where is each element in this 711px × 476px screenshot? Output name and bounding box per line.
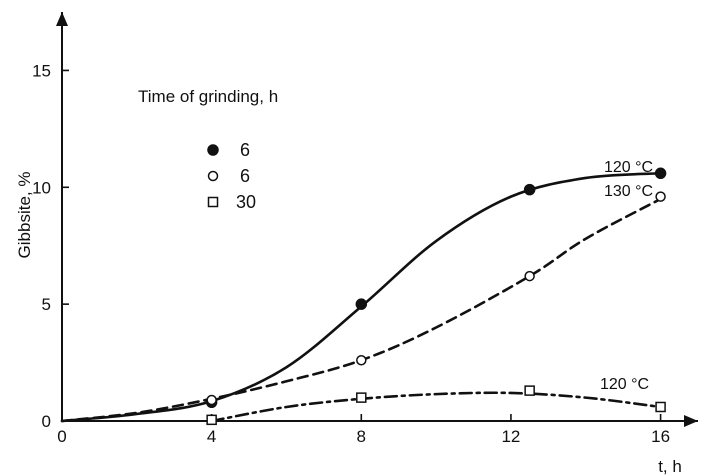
axes: 0 4 8 12 16 0 5 10 15 xyxy=(32,12,698,446)
y-tick-label: 0 xyxy=(42,412,51,431)
curve-label-1: 120 °C xyxy=(604,159,653,176)
series-1-point xyxy=(523,183,536,196)
series-1-point xyxy=(355,298,368,310)
y-tick-label: 15 xyxy=(32,61,51,80)
series-2-point xyxy=(206,394,217,406)
curve-labels: 120 °C 130 °C 120 °C xyxy=(600,159,653,393)
x-tick-label: 16 xyxy=(651,427,670,446)
series-1-point xyxy=(654,167,667,180)
series-3-point xyxy=(356,392,367,403)
legend-marker-3 xyxy=(207,196,219,208)
x-tick-label: 8 xyxy=(357,427,366,446)
legend-label-2: 6 xyxy=(240,166,250,186)
legend-title: Time of grinding, h xyxy=(138,87,278,106)
y-tick-label: 5 xyxy=(42,295,51,314)
series-2-point xyxy=(655,191,666,202)
series-3-point xyxy=(524,385,535,396)
x-tick-label: 0 xyxy=(57,427,66,446)
y-axis-label: Gibbsite, % xyxy=(15,172,34,259)
series-line-2 xyxy=(60,197,662,423)
legend-label-1: 6 xyxy=(240,140,250,160)
x-axis-label: t, h xyxy=(658,457,682,476)
curves xyxy=(60,171,662,423)
y-tick-label: 10 xyxy=(32,178,51,197)
x-tick-label: 4 xyxy=(207,427,216,446)
legend-marker-2 xyxy=(207,170,219,182)
x-tick-label: 12 xyxy=(501,427,520,446)
legend-label-3: 30 xyxy=(236,192,256,212)
markers xyxy=(205,144,667,426)
series-2-point xyxy=(524,270,535,282)
y-axis-arrow xyxy=(56,12,68,26)
x-axis-arrow xyxy=(684,415,698,427)
series-3-point xyxy=(206,414,217,426)
curve-label-2: 130 °C xyxy=(604,183,653,200)
curve-label-3: 120 °C xyxy=(600,376,649,393)
series-2-point xyxy=(356,354,367,366)
series-3-point xyxy=(655,401,666,413)
legend-marker-1 xyxy=(207,144,219,156)
series-line-3 xyxy=(210,391,662,423)
legend: Time of grinding, h 6 6 30 xyxy=(138,87,278,212)
series-line-1 xyxy=(60,171,662,423)
